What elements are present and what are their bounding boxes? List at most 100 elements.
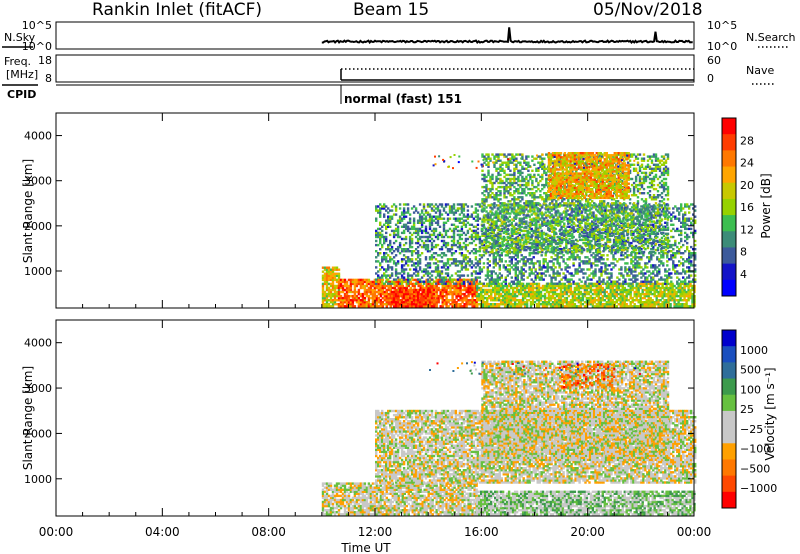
heatmap-cell	[554, 272, 557, 275]
heatmap-cell	[679, 296, 682, 300]
heatmap-cell	[602, 209, 605, 212]
heatmap-cell	[622, 207, 625, 210]
heatmap-cell	[486, 284, 489, 288]
heatmap-cell	[432, 305, 436, 308]
heatmap-cell	[676, 250, 679, 253]
heatmap-cell	[389, 303, 392, 306]
heatmap-cell	[614, 264, 617, 267]
heatmap-cell	[650, 280, 653, 283]
heatmap-cell	[379, 292, 383, 296]
heatmap-cell	[424, 217, 428, 220]
heatmap-cell	[691, 294, 694, 298]
nave-tick-high: 60	[707, 54, 721, 67]
heatmap-cell	[347, 288, 351, 292]
heatmap-cell	[585, 296, 589, 300]
heatmap-cell	[467, 286, 470, 290]
heatmap-cell	[488, 270, 491, 273]
heatmap-cell	[459, 292, 462, 296]
heatmap-cell	[371, 292, 375, 296]
heatmap-cell	[685, 301, 688, 304]
heatmap-cell	[371, 301, 375, 304]
heatmap-cell	[335, 294, 339, 298]
heatmap-cell	[609, 301, 612, 304]
heatmap-cell	[594, 274, 597, 277]
heatmap-cell	[617, 284, 620, 288]
heatmap-cell	[537, 294, 541, 298]
heatmap-cell	[426, 299, 430, 302]
heatmap-cell	[469, 303, 472, 306]
heatmap-cell	[604, 209, 607, 212]
heatmap-cell	[408, 213, 412, 216]
heatmap-cell	[430, 215, 434, 218]
heatmap-cell	[598, 248, 601, 251]
heatmap-cell	[462, 258, 466, 261]
heatmap-cell	[458, 235, 462, 239]
heatmap-cell	[438, 272, 442, 275]
heatmap-cell	[347, 305, 351, 308]
heatmap-cell	[377, 305, 381, 308]
heatmap-cell	[670, 272, 673, 275]
heatmap-cell	[589, 299, 593, 302]
heatmap-cell	[666, 280, 669, 283]
heatmap-cell	[407, 296, 410, 300]
heatmap-cell	[377, 284, 381, 288]
heatmap-cell	[412, 299, 416, 302]
heatmap-cell	[456, 274, 460, 277]
heatmap-cell	[667, 282, 670, 286]
heatmap-cell	[532, 262, 535, 265]
heatmap-cell	[530, 272, 533, 275]
heatmap-cell	[488, 260, 491, 263]
heatmap-cell	[506, 203, 509, 206]
heatmap-cell	[544, 245, 547, 249]
heatmap-cell	[432, 303, 436, 306]
heatmap-cell	[654, 274, 657, 277]
heatmap-cell	[590, 262, 593, 265]
heatmap-cell	[628, 282, 631, 285]
heatmap-cell	[604, 268, 607, 271]
heatmap-cell	[418, 301, 422, 304]
heatmap-cell	[602, 280, 605, 283]
heatmap-cell	[667, 303, 670, 306]
heatmap-cell	[428, 280, 432, 283]
heatmap-cell	[582, 272, 585, 275]
heatmap-cell	[416, 292, 420, 296]
heatmap-cell	[422, 274, 426, 277]
heatmap-cell	[474, 248, 478, 251]
heatmap-cell	[465, 290, 468, 294]
heatmap-cell	[632, 219, 635, 222]
heatmap-cell	[636, 274, 639, 277]
heatmap-cell	[387, 268, 390, 271]
heatmap-cell	[333, 272, 337, 275]
heatmap-cell	[389, 248, 392, 251]
heatmap-cell	[635, 292, 638, 296]
heatmap-cell	[392, 260, 396, 263]
heatmap-cell	[510, 262, 513, 265]
heatmap-cell	[583, 288, 587, 292]
heatmap-cell	[591, 284, 595, 288]
heatmap-cell	[610, 207, 613, 210]
heatmap-cell	[410, 294, 414, 298]
heatmap-cell	[438, 270, 442, 273]
heatmap-cell	[610, 268, 613, 271]
heatmap-cell	[482, 294, 485, 298]
heatmap-cell	[561, 303, 565, 306]
heatmap-cell	[600, 268, 603, 271]
heatmap-cell	[523, 284, 527, 288]
heatmap-cell	[602, 258, 605, 261]
heatmap-cell	[401, 303, 404, 306]
heatmap-cell	[616, 207, 619, 210]
heatmap-cell	[433, 299, 436, 302]
heatmap-cell	[428, 239, 432, 243]
heatmap-cell	[533, 301, 537, 304]
heatmap-cell	[412, 272, 416, 275]
heatmap-cell	[647, 301, 650, 304]
heatmap-cell	[462, 260, 466, 263]
heatmap-cell	[680, 272, 683, 275]
heatmap-cell	[529, 305, 533, 308]
heatmap-cell	[634, 274, 637, 277]
heatmap-cell	[626, 254, 629, 257]
heatmap-cell	[637, 290, 640, 294]
heatmap-cell	[385, 301, 388, 304]
heatmap-cell	[383, 241, 386, 245]
heatmap-cell	[490, 280, 493, 283]
